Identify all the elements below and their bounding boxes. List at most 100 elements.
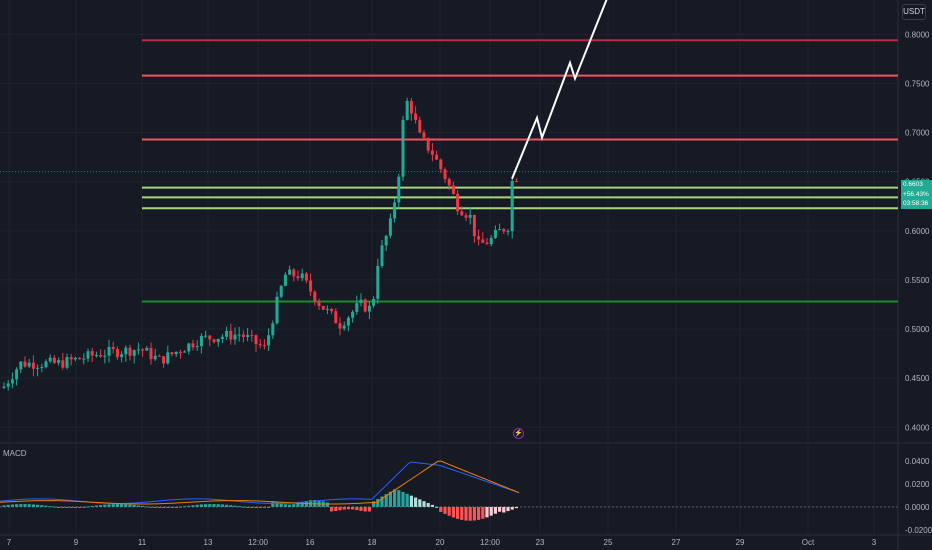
macd-histogram-bar bbox=[430, 504, 434, 507]
macd-histogram-bar bbox=[10, 504, 14, 507]
macd-histogram-bar bbox=[241, 506, 245, 508]
macd-histogram-bar bbox=[514, 506, 518, 509]
macd-histogram-bar bbox=[426, 503, 430, 507]
macd-histogram-bar bbox=[107, 504, 111, 507]
macd-histogram-bar bbox=[136, 505, 140, 507]
price-tick-label: 0.7500 bbox=[905, 79, 930, 88]
candle-body bbox=[401, 119, 405, 177]
macd-histogram-bar bbox=[401, 491, 405, 507]
macd-histogram-bar bbox=[271, 501, 275, 507]
candle-body bbox=[489, 237, 493, 245]
macd-histogram-bar bbox=[464, 506, 468, 521]
macd-histogram-bar bbox=[120, 504, 124, 507]
time-axis[interactable]: 7 9 11 13 12:00 16 18 20 12:00 23 25 27 29 Oct 3 bbox=[7, 538, 877, 547]
macd-histogram-bar bbox=[443, 506, 447, 514]
macd-histogram-bar bbox=[262, 506, 266, 508]
candle-body bbox=[99, 355, 103, 357]
time-tick-label: 13 bbox=[204, 538, 213, 547]
macd-histogram-bar bbox=[23, 504, 27, 507]
projection-path[interactable] bbox=[511, 0, 608, 180]
macd-histogram-bar bbox=[380, 496, 384, 507]
candle-body bbox=[162, 356, 166, 364]
candle-body bbox=[15, 369, 19, 380]
candle-body bbox=[40, 367, 44, 369]
candle-body bbox=[19, 361, 23, 370]
macd-histogram-bar bbox=[422, 501, 426, 507]
macd-histogram-bar bbox=[498, 506, 502, 512]
candle-body bbox=[174, 351, 178, 355]
macd-histogram-bar bbox=[468, 506, 472, 521]
price-tick-label: 0.7000 bbox=[905, 129, 930, 138]
macd-histogram-bar bbox=[342, 506, 346, 510]
candle-body bbox=[313, 291, 317, 302]
candlestick-series bbox=[2, 97, 518, 391]
candle-body bbox=[351, 311, 355, 318]
candle-body bbox=[183, 351, 187, 353]
candle-body bbox=[120, 354, 124, 358]
currency-badge[interactable]: USDT bbox=[902, 4, 926, 20]
horizontal-levels[interactable] bbox=[0, 39, 898, 303]
candle-body bbox=[355, 303, 359, 312]
candle-body bbox=[195, 346, 199, 348]
bar-countdown: 03:58:36 bbox=[903, 200, 929, 207]
candle-body bbox=[124, 347, 128, 355]
candle-body bbox=[191, 343, 195, 348]
candle-body bbox=[115, 349, 119, 358]
macd-histogram-bar bbox=[153, 506, 157, 508]
macd-histogram-bar bbox=[372, 501, 376, 507]
candle-body bbox=[65, 357, 69, 368]
candle-body bbox=[506, 231, 510, 233]
macd-histogram-bar bbox=[199, 504, 203, 507]
candle-body bbox=[292, 269, 296, 277]
candle-body bbox=[208, 335, 212, 340]
candle-body bbox=[90, 351, 94, 356]
macd-histogram-bar bbox=[128, 504, 132, 507]
time-tick-label: Oct bbox=[802, 538, 815, 547]
time-tick-label: 11 bbox=[138, 538, 147, 547]
macd-histogram-bar bbox=[485, 506, 489, 518]
candle-body bbox=[380, 245, 384, 266]
candle-body bbox=[309, 280, 313, 292]
projection-polyline[interactable] bbox=[511, 0, 608, 180]
macd-histogram-bar bbox=[275, 502, 279, 507]
candle-body bbox=[73, 357, 77, 360]
macd-histogram-bar bbox=[170, 506, 174, 508]
candle-body bbox=[330, 308, 334, 312]
candle-body bbox=[388, 218, 392, 236]
candle-body bbox=[456, 193, 460, 212]
candle-body bbox=[132, 350, 136, 356]
price-axis[interactable]: 0.80000.75000.70000.65000.60000.55000.50… bbox=[905, 30, 930, 432]
lightning-icon[interactable]: ⚡ bbox=[513, 428, 524, 439]
candle-body bbox=[149, 348, 153, 360]
macd-histogram-bar bbox=[460, 506, 464, 520]
candle-body bbox=[393, 202, 397, 219]
macd-histogram-bar bbox=[300, 502, 304, 507]
macd-indicator-label[interactable]: MACD bbox=[3, 449, 27, 458]
macd-histogram-bar bbox=[145, 506, 149, 508]
macd-histogram-bar bbox=[162, 506, 166, 508]
price-tick-label: 0.8000 bbox=[905, 30, 930, 39]
time-tick-label: 29 bbox=[736, 538, 745, 547]
candle-body bbox=[103, 355, 107, 357]
candle-body bbox=[48, 357, 52, 362]
macd-histogram-bar bbox=[414, 497, 418, 507]
price-tick-label: 0.5000 bbox=[905, 325, 930, 334]
macd-histogram-bar bbox=[36, 504, 40, 507]
candle-body bbox=[111, 346, 115, 350]
macd-histogram-bar bbox=[73, 506, 77, 508]
macd-histogram-bar bbox=[216, 504, 220, 507]
candle-body bbox=[229, 330, 233, 340]
candle-body bbox=[128, 347, 132, 356]
macd-histogram-bar bbox=[61, 506, 65, 508]
macd-histogram-bar bbox=[493, 506, 497, 514]
macd-histogram-bar bbox=[57, 506, 61, 508]
candle-body bbox=[279, 286, 283, 297]
time-tick-label: 9 bbox=[74, 538, 79, 547]
macd-histogram-bar bbox=[447, 506, 451, 516]
macd-histogram-bar bbox=[195, 504, 199, 507]
macd-histogram-bar bbox=[288, 504, 292, 507]
candle-body bbox=[262, 345, 266, 347]
macd-histogram-bar bbox=[418, 499, 422, 507]
macd-tick-label: 0.0400 bbox=[905, 457, 930, 466]
